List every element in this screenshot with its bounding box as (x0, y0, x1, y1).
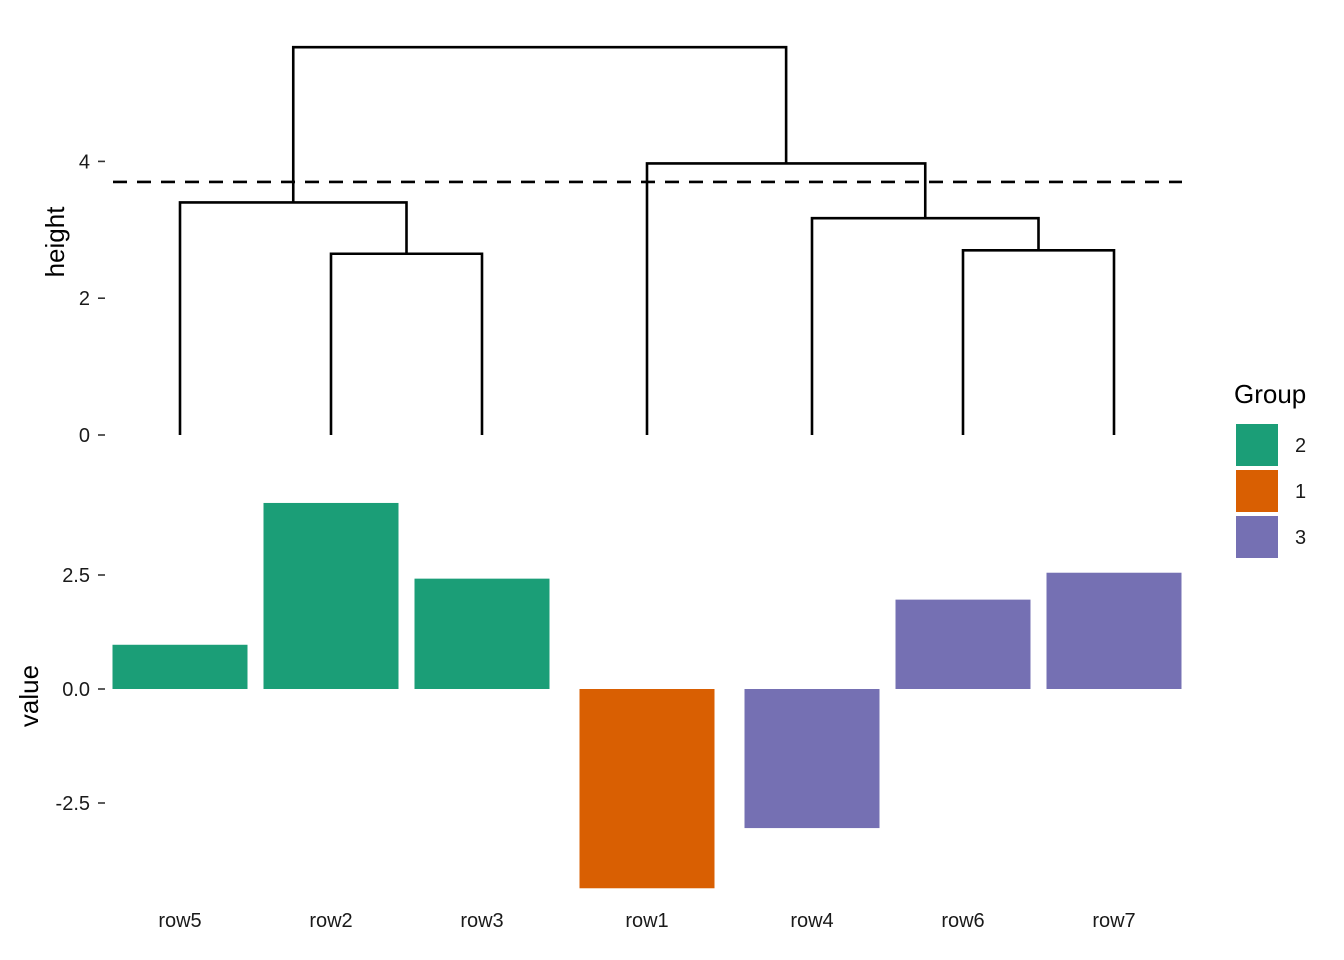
x-tick-label-row2: row2 (309, 910, 352, 932)
bar-row5 (112, 644, 248, 689)
x-tick-label-row4: row4 (790, 910, 833, 932)
legend-swatch-2 (1236, 424, 1278, 466)
dendro-link-2 (961, 249, 1116, 435)
bar-row3 (414, 578, 550, 689)
dendro-ytick-label: 0 (79, 425, 90, 447)
x-tick-label-row3: row3 (460, 910, 503, 932)
legend: Group 2 1 3 (1234, 379, 1306, 558)
x-tick-label-row5: row5 (158, 910, 201, 932)
bar-row6 (895, 599, 1031, 689)
dendro-link-5 (645, 162, 927, 435)
bar-row7 (1046, 572, 1182, 689)
legend-label-2: 2 (1295, 435, 1306, 457)
bar-row4 (744, 689, 880, 829)
dendro-ylabel: height (40, 206, 70, 278)
x-tick-label-row6: row6 (941, 910, 984, 932)
legend-label-1: 1 (1295, 481, 1306, 503)
dendro-link-4 (178, 201, 408, 435)
bar-row2 (263, 502, 399, 689)
bar-panel: -2.5 0.0 2.5 value row5 row2 row3 row1 row4 row6 r… (14, 502, 1182, 932)
dendrogram-panel: 0 2 4 height (40, 45, 1182, 447)
legend-swatch-1 (1236, 470, 1278, 512)
bar-ytick-label: 0.0 (62, 679, 90, 701)
bar-row1 (579, 689, 715, 889)
bar-ytick-label: -2.5 (56, 793, 90, 815)
dendro-ytick-label: 2 (79, 288, 90, 310)
x-tick-label-row7: row7 (1092, 910, 1135, 932)
bar-ytick-label: 2.5 (62, 565, 90, 587)
legend-title: Group (1234, 379, 1306, 409)
legend-swatch-3 (1236, 516, 1278, 558)
dendro-link-1 (329, 252, 484, 435)
legend-label-3: 3 (1295, 527, 1306, 549)
dendro-ytick-label: 4 (79, 151, 90, 173)
x-tick-label-row1: row1 (625, 910, 668, 932)
bar-ylabel: value (14, 665, 44, 727)
dendro-link-6 (291, 45, 788, 203)
